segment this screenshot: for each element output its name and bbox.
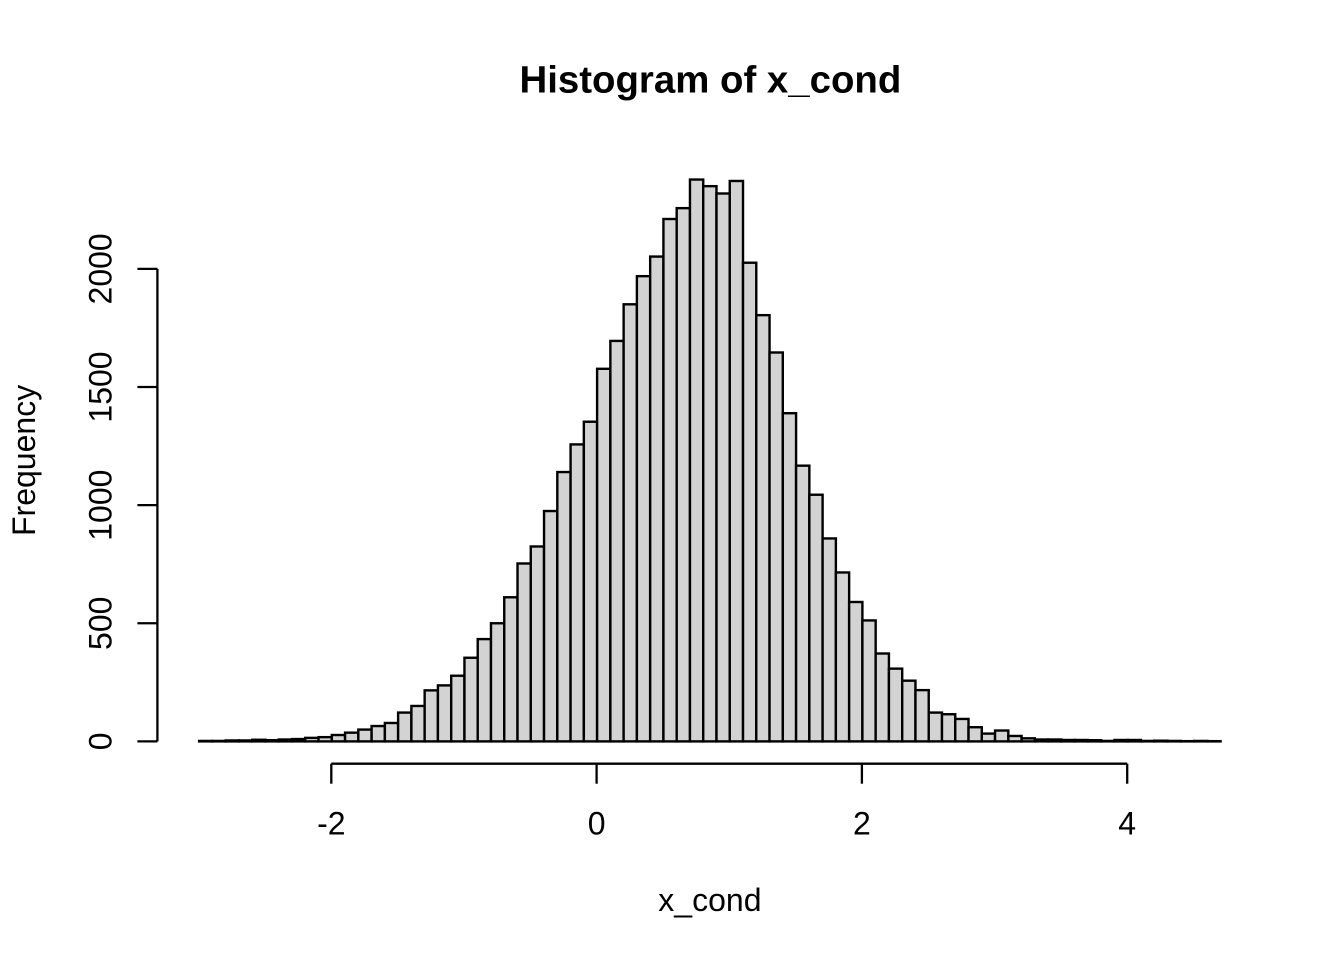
svg-text:-2: -2 (317, 806, 345, 842)
svg-text:1500: 1500 (83, 351, 119, 422)
svg-text:2: 2 (853, 806, 871, 842)
svg-text:Frequency: Frequency (6, 385, 42, 536)
svg-text:2000: 2000 (83, 233, 119, 304)
svg-text:0: 0 (588, 806, 606, 842)
svg-text:4: 4 (1118, 806, 1136, 842)
svg-text:500: 500 (83, 597, 119, 650)
svg-text:Histogram of x_cond: Histogram of x_cond (519, 59, 901, 102)
svg-text:1000: 1000 (83, 470, 119, 541)
svg-text:x_cond: x_cond (658, 882, 761, 918)
svg-text:0: 0 (83, 733, 119, 751)
